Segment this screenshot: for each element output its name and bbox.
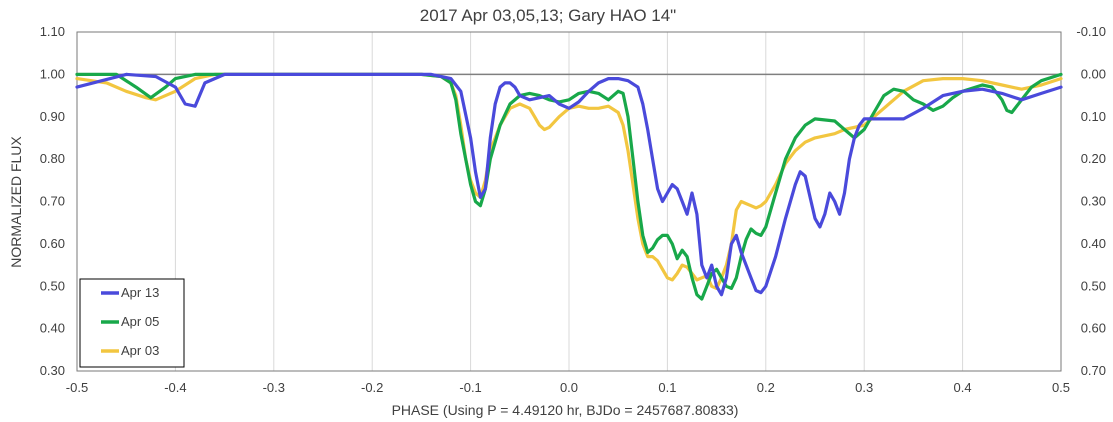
y2-tick-label: 0.10: [1081, 109, 1106, 124]
y-tick-label: 0.60: [40, 236, 65, 251]
y-tick-label: 1.10: [40, 24, 65, 39]
x-tick-label: 0.3: [855, 380, 873, 395]
legend-box: [79, 278, 185, 368]
y-tick-label: 0.50: [40, 278, 65, 293]
chart-title: 2017 Apr 03,05,13; Gary HAO 14": [420, 6, 676, 25]
gridlines: [76, 32, 1062, 371]
x-tick-label: -0.3: [263, 380, 285, 395]
y2-tick-label: 0.50: [1081, 278, 1106, 293]
legend-label: Apr 13: [121, 285, 159, 300]
x-tick-label: 0.1: [658, 380, 676, 395]
series-line-apr-13: [75, 72, 1063, 297]
x-tick-label: 0.0: [560, 380, 578, 395]
y-tick-label: 0.30: [40, 363, 65, 378]
y-axis-ticks: 0.30 0.40 0.50 0.60 0.70 0.80 0.90 1.00 1.10: [40, 24, 65, 378]
x-tick-label: 0.5: [1052, 380, 1070, 395]
x-tick-label: 0.2: [757, 380, 775, 395]
x-tick-label: -0.4: [164, 380, 186, 395]
y2-tick-label: 0.40: [1081, 236, 1106, 251]
legend-label: Apr 03: [121, 343, 159, 358]
y2-tick-label: 0.20: [1081, 151, 1106, 166]
x-axis-title: PHASE (Using P = 4.49120 hr, BJDo = 2457…: [392, 402, 739, 418]
y-tick-label: 0.90: [40, 109, 65, 124]
y2-tick-label: 0.30: [1081, 194, 1106, 209]
y2-axis-ticks: 0.70 0.60 0.50 0.40 0.30 0.20 0.10 0.00 -0.10: [1076, 24, 1106, 378]
y2-tick-label: 0.00: [1081, 66, 1106, 81]
x-axis-ticks: -0.5 -0.4 -0.3 -0.2 -0.1 0.0 0.1 0.2 0.3 0.4 0.5: [66, 380, 1070, 395]
x-tick-label: -0.5: [66, 380, 88, 395]
y-axis-title: NORMALIZED FLUX: [8, 136, 24, 268]
y-tick-label: 0.40: [40, 321, 65, 336]
plot-area-border: [76, 31, 1062, 372]
x-tick-label: 0.4: [954, 380, 972, 395]
y-tick-label: 0.80: [40, 151, 65, 166]
y2-tick-label: 0.60: [1081, 321, 1106, 336]
y2-tick-label: 0.70: [1081, 363, 1106, 378]
legend-label: Apr 05: [121, 314, 159, 329]
legend: Apr 13 Apr 05 Apr 03: [79, 278, 185, 368]
x-tick-label: -0.2: [361, 380, 383, 395]
x-tick-label: -0.1: [459, 380, 481, 395]
y-tick-label: 1.00: [40, 66, 65, 81]
series-line-apr-05: [75, 72, 1063, 301]
y2-tick-label: -0.10: [1076, 24, 1106, 39]
y-tick-label: 0.70: [40, 194, 65, 209]
series-lines: [75, 72, 1063, 301]
